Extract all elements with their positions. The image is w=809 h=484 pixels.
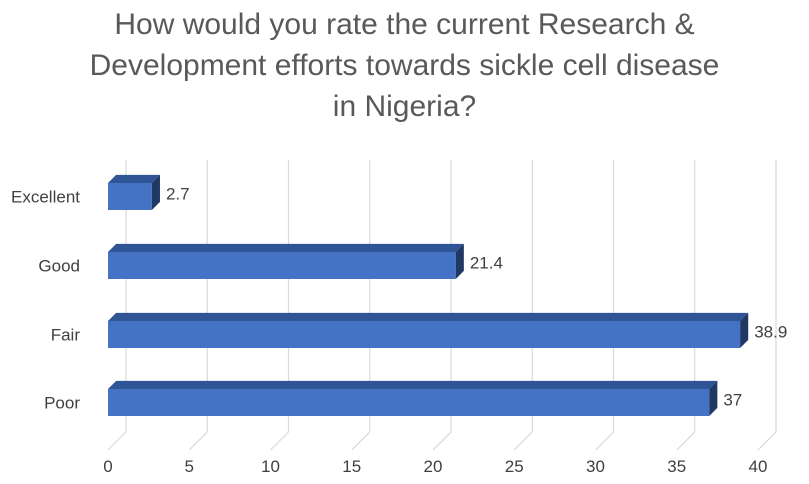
chart-title-line-1: How would you rate the current Research … — [114, 8, 695, 41]
floor-line-0 — [107, 431, 127, 451]
floor-line-10 — [270, 431, 289, 451]
floor-line-30 — [595, 431, 614, 451]
x-tick-label: 0 — [103, 457, 112, 476]
floor-line-35 — [676, 431, 696, 451]
y-category-label: Good — [38, 257, 80, 276]
y-category-label: Excellent — [11, 188, 80, 207]
data-label: 38.9 — [754, 323, 787, 342]
floor-line-25 — [513, 431, 533, 451]
bar-top-poor — [108, 380, 718, 389]
bar-good — [108, 252, 456, 279]
bar-side-fair — [740, 312, 749, 348]
data-label: 37 — [723, 391, 742, 410]
x-tick-label: 30 — [586, 457, 605, 476]
x-tick-label: 5 — [185, 457, 194, 476]
x-tick-label: 35 — [667, 457, 686, 476]
data-label: 21.4 — [470, 254, 503, 273]
chart-title-line-3: in Nigeria? — [332, 90, 477, 123]
bar-top-excellent — [108, 174, 160, 183]
bar-side-poor — [709, 380, 718, 416]
bar-top-good — [108, 243, 464, 252]
x-tick-label: 20 — [424, 457, 443, 476]
y-category-label: Fair — [51, 326, 81, 345]
x-tick-label: 40 — [749, 457, 768, 476]
chart-title: How would you rate the current Research … — [0, 4, 809, 127]
x-tick-label: 15 — [342, 457, 361, 476]
floor-line-15 — [351, 431, 371, 451]
y-category-label: Poor — [44, 394, 80, 413]
bar-side-excellent — [151, 174, 160, 210]
bar-top-fair — [108, 312, 749, 321]
x-tick-label: 25 — [505, 457, 524, 476]
bar-poor — [108, 389, 710, 416]
floor-line-40 — [757, 431, 777, 451]
x-tick-label: 10 — [261, 457, 280, 476]
floor-line-20 — [432, 431, 452, 451]
bar-side-good — [455, 243, 464, 279]
data-label: 2.7 — [166, 185, 190, 204]
bar-fair — [108, 321, 741, 348]
chart-title-line-2: Development efforts towards sickle cell … — [89, 49, 720, 82]
bar-excellent — [108, 183, 152, 210]
floor-line-5 — [188, 431, 208, 451]
